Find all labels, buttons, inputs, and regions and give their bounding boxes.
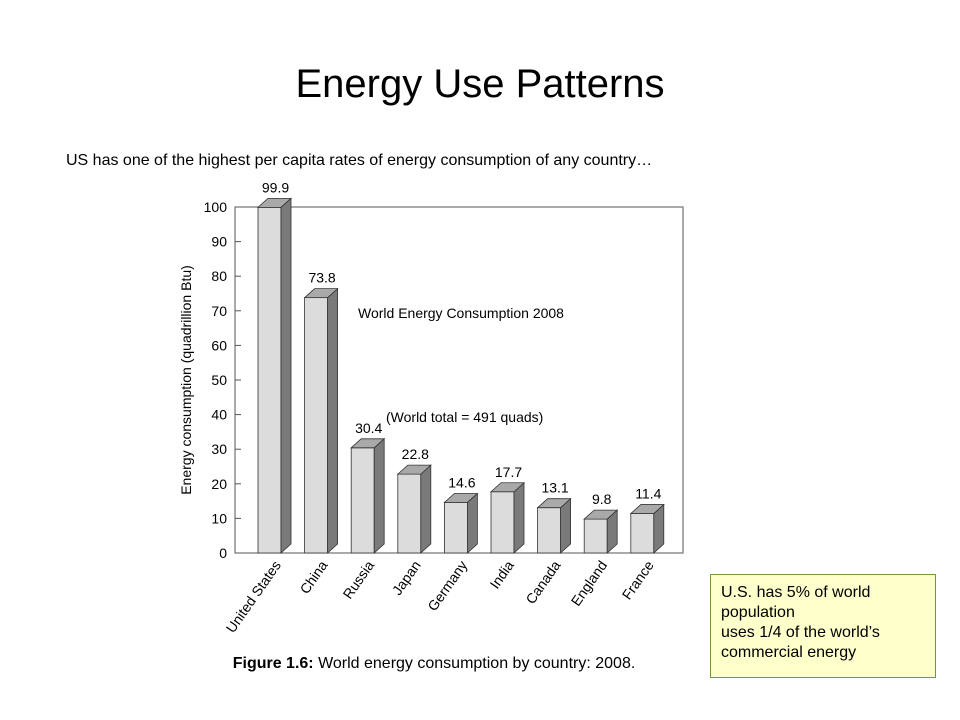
bar bbox=[537, 507, 561, 554]
bar-top bbox=[443, 493, 479, 503]
bar-value-label: 99.9 bbox=[262, 179, 289, 195]
y-tick-label: 70 bbox=[211, 303, 227, 319]
x-tick-label: England bbox=[568, 558, 611, 609]
y-tick-label: 30 bbox=[211, 441, 227, 457]
bar-value-label: 22.8 bbox=[402, 446, 429, 462]
figure-caption-text: World energy consumption by country: 200… bbox=[313, 655, 636, 672]
bar-side bbox=[373, 437, 385, 554]
chart-annotation: (World total = 491 quads) bbox=[386, 409, 543, 425]
y-tick-label: 0 bbox=[219, 545, 227, 561]
bar-top bbox=[303, 288, 339, 299]
bar bbox=[397, 473, 422, 554]
y-tick-label: 10 bbox=[211, 510, 227, 526]
bar-value-label: 30.4 bbox=[355, 420, 382, 436]
bar-value-label: 14.6 bbox=[448, 474, 475, 490]
bar-side bbox=[327, 287, 339, 554]
note-line: uses 1/4 of the world’s bbox=[721, 624, 880, 641]
bar-top bbox=[489, 482, 526, 493]
y-tick-label: 20 bbox=[211, 476, 227, 492]
x-tick-label: France bbox=[619, 557, 657, 602]
note-line: U.S. has 5% of world bbox=[721, 584, 871, 601]
bar bbox=[350, 447, 375, 554]
bar-value-label: 11.4 bbox=[635, 486, 661, 502]
figure-caption: Figure 1.6: World energy consumption by … bbox=[174, 655, 694, 673]
bar-side bbox=[420, 464, 432, 554]
y-tick-label: 60 bbox=[211, 337, 227, 353]
bar-value-label: 73.8 bbox=[308, 270, 335, 286]
y-tick-label: 100 bbox=[204, 199, 228, 215]
bar bbox=[630, 513, 655, 554]
bar-top bbox=[629, 504, 665, 514]
x-tick-label: Canada bbox=[522, 557, 563, 607]
bar-top bbox=[536, 498, 572, 509]
x-tick-label: Russia bbox=[340, 557, 378, 601]
bar-top bbox=[396, 464, 432, 475]
bar bbox=[443, 502, 468, 554]
y-axis-label: Energy consumption (quadrillion Btu) bbox=[178, 265, 194, 495]
y-tick-label: 50 bbox=[211, 372, 227, 388]
y-tick-label: 90 bbox=[211, 234, 227, 250]
x-tick-label: China bbox=[296, 557, 330, 596]
bar-value-label: 17.7 bbox=[495, 464, 522, 480]
x-tick-label: Germany bbox=[424, 558, 470, 614]
note-line: population bbox=[721, 604, 795, 621]
bar bbox=[304, 297, 329, 554]
slide-subtitle: US has one of the highest per capita rat… bbox=[66, 152, 653, 169]
bar-top bbox=[583, 509, 619, 520]
bar-value-label: 13.1 bbox=[541, 480, 568, 496]
y-tick-label: 40 bbox=[211, 407, 227, 423]
bar-side bbox=[513, 481, 525, 554]
bar-top bbox=[350, 438, 386, 449]
bar-side bbox=[280, 197, 292, 554]
slide-title: Energy Use Patterns bbox=[295, 62, 665, 106]
bar bbox=[583, 518, 608, 554]
bar-top bbox=[256, 197, 293, 208]
x-tick-label: India bbox=[486, 557, 517, 591]
x-tick-label: Japan bbox=[389, 558, 424, 598]
y-tick-label: 80 bbox=[211, 268, 227, 284]
note-line: commercial energy bbox=[721, 644, 857, 661]
figure-caption-label: Figure 1.6: bbox=[232, 655, 314, 672]
bar bbox=[257, 206, 282, 554]
bar bbox=[490, 491, 515, 554]
bar-side bbox=[466, 492, 478, 554]
bar-value-label: 9.8 bbox=[592, 491, 612, 507]
note-box: U.S. has 5% of world population uses 1/4… bbox=[710, 574, 936, 678]
chart-title: World Energy Consumption 2008 bbox=[358, 305, 564, 321]
x-tick-label: United States bbox=[223, 558, 284, 636]
